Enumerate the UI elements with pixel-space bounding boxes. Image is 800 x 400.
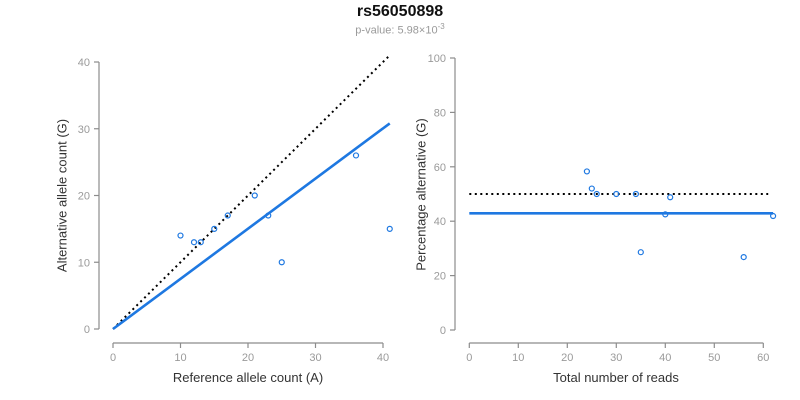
- data-point: [637, 249, 644, 256]
- right-xaxis-title: Total number of reads: [553, 370, 679, 385]
- left-yaxis-title: Alternative allele count (G): [54, 118, 70, 273]
- x-tick-label: 40: [377, 352, 389, 364]
- data-point: [667, 194, 674, 201]
- y-tick-label: 0: [84, 324, 90, 336]
- data-point: [224, 212, 231, 219]
- data-point: [211, 225, 218, 232]
- y-tick-label: 10: [78, 257, 90, 269]
- p-value-exponent: -3: [437, 22, 445, 31]
- x-tick-label: 20: [561, 352, 573, 364]
- data-point: [632, 190, 640, 198]
- left-xaxis-title: Reference allele count (A): [172, 370, 324, 385]
- data-point: [251, 192, 258, 199]
- x-tick-label: 40: [659, 352, 671, 364]
- data-point: [662, 211, 669, 218]
- y-tick-label: 60: [434, 162, 446, 174]
- data-point: [613, 190, 620, 198]
- x-tick-label: 30: [309, 352, 321, 364]
- p-value-text: p-value: 5.98×10: [355, 24, 438, 37]
- data-point: [278, 259, 285, 266]
- p-value-subtitle: p-value: 5.98×10-3: [0, 22, 800, 37]
- x-tick-label: 30: [610, 352, 622, 364]
- y-tick-label: 30: [78, 124, 90, 136]
- identity-reference-line: [112, 54, 391, 330]
- data-point: [593, 190, 600, 198]
- y-tick-label: 100: [428, 53, 446, 65]
- data-point: [583, 168, 591, 175]
- data-point: [769, 212, 777, 220]
- data-point: [197, 239, 204, 246]
- data-point: [352, 152, 360, 159]
- x-tick-label: 10: [512, 352, 524, 364]
- data-point: [740, 254, 747, 261]
- x-tick-label: 20: [242, 352, 254, 364]
- page-title: rs56050898: [356, 3, 444, 20]
- data-point: [190, 239, 198, 246]
- x-tick-label: 10: [174, 352, 186, 364]
- data-point: [588, 185, 595, 192]
- x-tick-label: 0: [110, 352, 116, 364]
- y-tick-label: 80: [434, 107, 446, 119]
- y-tick-label: 40: [434, 216, 446, 228]
- y-tick-label: 0: [440, 325, 446, 337]
- x-tick-label: 50: [708, 352, 720, 364]
- data-point: [177, 232, 184, 239]
- x-tick-label: 0: [466, 352, 472, 364]
- right-yaxis-title: Percentage alternative (G): [413, 118, 429, 271]
- y-tick-label: 20: [434, 271, 446, 283]
- y-tick-label: 40: [78, 57, 90, 69]
- fit-line: [112, 122, 391, 331]
- data-point: [386, 225, 393, 232]
- y-tick-label: 20: [78, 191, 90, 203]
- data-point: [265, 212, 272, 219]
- x-tick-label: 60: [757, 352, 769, 364]
